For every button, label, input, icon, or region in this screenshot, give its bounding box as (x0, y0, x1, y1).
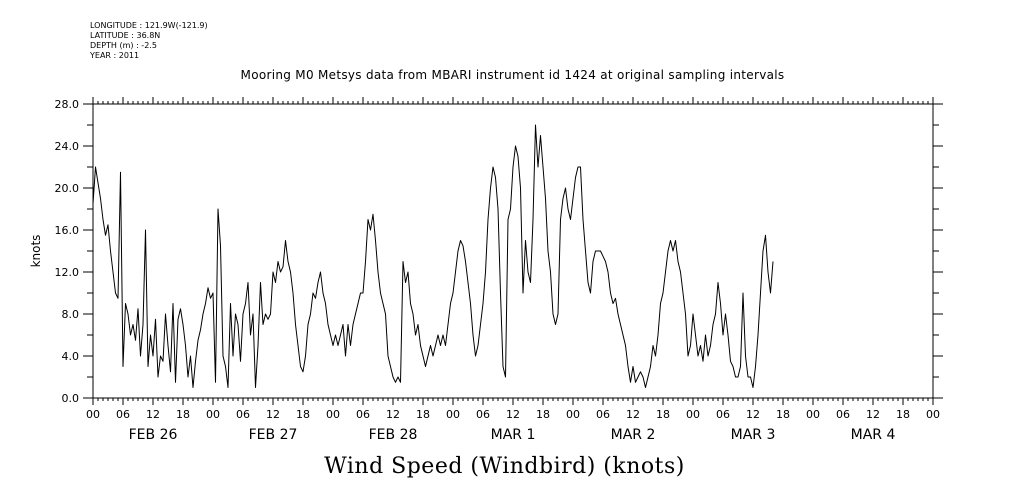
x-hour-label: 18 (296, 408, 310, 421)
x-date-label: FEB 28 (369, 427, 418, 443)
x-date-label: MAR 3 (731, 427, 776, 443)
x-hour-tick-labels: 00 06 12 18 00 06 12 18 00 06 12 18 00 06 12 18 00 06 12 18… (86, 408, 940, 421)
x-hour-label: 18 (416, 408, 430, 421)
x-hour-label: 06 (116, 408, 130, 421)
x-hour-label: 06 (476, 408, 490, 421)
x-axis-label: Wind Speed (Windbird) (knots) (324, 454, 685, 479)
x-hour-label: 12 (506, 408, 520, 421)
x-hour-label: 12 (386, 408, 400, 421)
y-tick-label: 28.0 (55, 98, 80, 111)
chart-title: Mooring M0 Metsys data from MBARI instru… (240, 68, 785, 82)
x-date-label: FEB 26 (129, 427, 178, 443)
y-tick-labels: 0.0 4.0 8.0 12.0 16.0 20.0 24.0 28.0 (55, 98, 80, 405)
y-axis-label: knots (29, 235, 43, 268)
x-hour-label: 06 (716, 408, 730, 421)
y-tick-label: 24.0 (55, 140, 80, 153)
x-hour-label: 18 (776, 408, 790, 421)
x-hour-label: 00 (326, 408, 340, 421)
longitude-text: LONGITUDE : 121.9W(-121.9) (90, 21, 208, 30)
x-hour-label: 00 (206, 408, 220, 421)
x-date-label: MAR 4 (851, 427, 896, 443)
x-hour-label: 06 (236, 408, 250, 421)
y-tick-label: 8.0 (62, 308, 80, 321)
x-hour-label: 18 (176, 408, 190, 421)
year-text: YEAR : 2011 (90, 51, 140, 60)
x-hour-label: 12 (626, 408, 640, 421)
x-hour-label: 12 (746, 408, 760, 421)
x-hour-label: 00 (926, 408, 940, 421)
x-hour-label: 00 (686, 408, 700, 421)
x-hour-label: 18 (896, 408, 910, 421)
x-hour-label: 18 (536, 408, 550, 421)
x-date-labels: FEB 26 FEB 27 FEB 28 MAR 1 MAR 2 MAR 3 MAR 4 (129, 427, 896, 443)
x-hour-label: 00 (86, 408, 100, 421)
depth-text: DEPTH (m) : -2.5 (90, 41, 157, 50)
x-hour-label: 06 (596, 408, 610, 421)
x-hour-label: 12 (866, 408, 880, 421)
axis-ticks (83, 97, 943, 405)
x-hour-label: 06 (356, 408, 370, 421)
y-tick-label: 4.0 (62, 350, 80, 363)
x-date-label: MAR 1 (491, 427, 536, 443)
latitude-text: LATITUDE : 36.8N (90, 31, 161, 40)
x-hour-label: 00 (446, 408, 460, 421)
x-hour-label: 00 (806, 408, 820, 421)
y-tick-label: 0.0 (62, 392, 80, 405)
x-hour-label: 06 (836, 408, 850, 421)
x-hour-label: 12 (266, 408, 280, 421)
y-tick-label: 16.0 (55, 224, 80, 237)
wind-speed-line (92, 124, 774, 388)
y-tick-label: 12.0 (55, 266, 80, 279)
plot-frame (92, 103, 934, 399)
y-tick-label: 20.0 (55, 182, 80, 195)
x-hour-label: 18 (656, 408, 670, 421)
x-hour-label: 12 (146, 408, 160, 421)
x-date-label: MAR 2 (611, 427, 656, 443)
x-hour-label: 00 (566, 408, 580, 421)
x-date-label: FEB 27 (249, 427, 298, 443)
metadata-block: LONGITUDE : 121.9W(-121.9) LATITUDE : 36… (90, 21, 208, 61)
